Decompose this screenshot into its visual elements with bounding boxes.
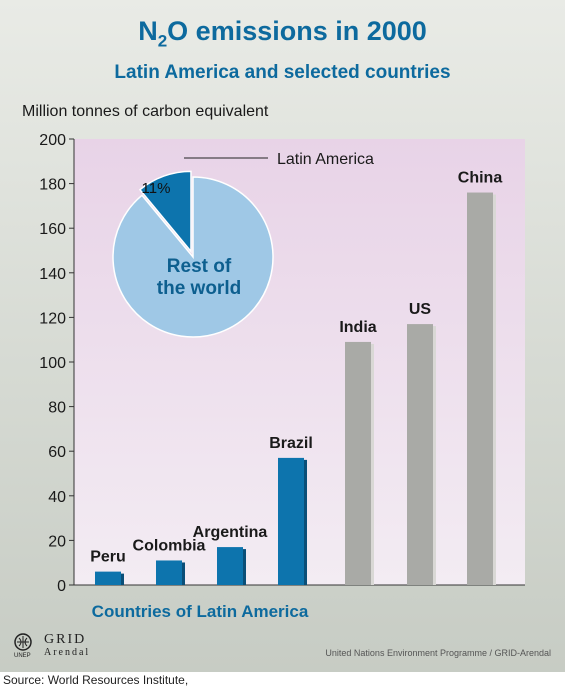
bar-label: Peru (90, 549, 126, 566)
x-axis-label: Countries of Latin America (92, 602, 309, 621)
pie-legend-latin-america: Latin America (277, 151, 374, 168)
bar-argentina (217, 547, 243, 585)
pie-label-rest: the world (157, 278, 241, 299)
bar-label: Argentina (193, 524, 268, 541)
logo: UNEP GRID Arendal (14, 633, 106, 661)
y-tick-label: 0 (57, 578, 66, 595)
chart-title: N2O emissions in 2000 (138, 16, 427, 51)
bar-chart: 0 20 40 60 80 100 120 140 160 180 200 Countries of … (39, 132, 525, 621)
y-tick-label: 20 (48, 533, 66, 550)
pie-label-latin-pct: 11% (142, 180, 171, 197)
bar-label: India (339, 319, 376, 336)
credit-text: United Nations Environment Programme / G… (325, 648, 551, 658)
pie-slice-rest-of-world (112, 176, 274, 338)
y-tick-label: 200 (39, 132, 66, 149)
pie-slice-latin-america (138, 170, 192, 254)
chart-subtitle: Latin America and selected countries (114, 62, 451, 83)
bar-colombia (156, 560, 182, 585)
bar-brazil (278, 457, 304, 585)
logo-unep-text: UNEP (14, 653, 31, 659)
bar-india (345, 341, 371, 585)
y-tick-label: 160 (39, 221, 66, 238)
y-tick-label: 100 (39, 355, 66, 372)
y-tick-label: 140 (39, 266, 66, 283)
bar-label: Colombia (133, 537, 206, 554)
y-tick-label: 40 (48, 489, 66, 506)
chart-panel: N2O emissions in 2000 Latin America and … (0, 0, 565, 672)
bar-us (407, 324, 433, 585)
y-axis-label: Million tonnes of carbon equivalent (22, 103, 269, 120)
bar-label: Brazil (269, 435, 313, 452)
bar-label: US (409, 301, 432, 318)
y-tick-label: 180 (39, 177, 66, 194)
logo-arendal-text: Arendal (44, 647, 91, 658)
unep-logo-icon (14, 633, 32, 651)
pie-label-rest: Rest of (167, 256, 232, 277)
grid-logo: GRID Arendal (44, 633, 90, 659)
bar-peru (95, 571, 121, 585)
bar-china (467, 192, 493, 585)
source-text: Source: World Resources Institute, (3, 673, 189, 687)
y-tick-label: 80 (48, 400, 66, 417)
y-tick-label: 120 (39, 310, 66, 327)
logo-grid-text: GRID (44, 632, 87, 647)
y-tick-label: 60 (48, 444, 66, 461)
bar-label: China (458, 170, 503, 187)
